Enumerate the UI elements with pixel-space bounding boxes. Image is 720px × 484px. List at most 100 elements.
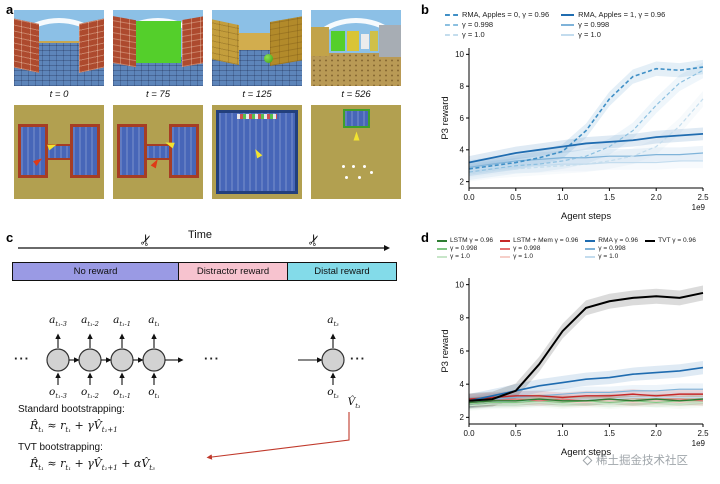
sky-arc [311, 18, 401, 86]
legend-label: γ = 0.998 [450, 245, 478, 252]
legend-swatch [585, 255, 596, 258]
phase-distal-reward: Distal reward [287, 262, 397, 281]
legend-label: LSTM γ = 0.96 [450, 237, 494, 244]
juejin-logo-icon [582, 455, 593, 465]
legend-entry: γ = 1.0 [445, 30, 549, 39]
phase-distractor-reward: Distractor reward [178, 262, 288, 281]
legend-label: γ = 0.998 [462, 20, 494, 29]
top-down-map-t0 [14, 105, 104, 199]
series-band [469, 360, 703, 408]
y-tick-label: 8 [460, 314, 465, 323]
y-tick-label: 2 [460, 177, 465, 186]
first-person-view-t125 [212, 10, 302, 86]
legend-swatch [561, 23, 575, 26]
tan-wall-right [269, 16, 302, 67]
legend-column: TVT γ = 0.96 [645, 237, 696, 244]
map-large-room [215, 109, 299, 195]
back-wall [237, 32, 272, 50]
x-tick-label: 1.5 [604, 429, 616, 438]
map-object-strip [237, 114, 277, 120]
time-label: t = 0 [49, 89, 69, 100]
legend-entry: γ = 1.0 [500, 253, 578, 260]
first-person-view-t526 [311, 10, 401, 86]
x-tick-label: 0.5 [510, 429, 522, 438]
apple-dot [357, 176, 361, 180]
observation-label: ot₁-3 [49, 386, 67, 401]
legend-label: γ = 0.998 [578, 20, 610, 29]
standard-bootstrapping-equation: R̂t₁ ≈ rt₁ + γV̂t₁+1 [30, 419, 118, 435]
legend-swatch [437, 239, 447, 242]
series-line [468, 388, 703, 403]
legend-swatch [445, 13, 458, 16]
action-label: at₁ [148, 314, 160, 329]
time-axis-label: Time [188, 229, 213, 241]
y-axis-label: P3 reward [440, 96, 451, 139]
agent-arrow-icon [353, 131, 360, 141]
map-room-left [17, 123, 49, 179]
brick-wall-right [79, 17, 104, 73]
yellow-block [347, 31, 359, 52]
legend-entry: γ = 0.998 [437, 245, 493, 252]
x-tick-label: 0.0 [463, 429, 475, 438]
first-person-view-t0 [14, 10, 104, 86]
series-line [468, 366, 704, 402]
sky-arc [113, 18, 203, 86]
tan-wall-left [212, 19, 239, 65]
series-line [468, 133, 704, 164]
rnn-state-node [110, 348, 134, 372]
legend-swatch [445, 33, 458, 36]
brick-wall-left [14, 17, 39, 73]
legend-swatch [500, 255, 511, 258]
legend-entry: RMA, Apples = 0, γ = 0.96 [445, 10, 549, 19]
panel-a-label: a [6, 2, 14, 17]
series-line [468, 398, 704, 404]
rnn-state-node [46, 348, 70, 372]
apple-dot [345, 176, 349, 180]
y-tick-label: 4 [460, 146, 465, 155]
y-tick-label: 10 [455, 50, 464, 59]
action-label: at₁-3 [49, 314, 67, 329]
value-estimate-label: V̂t₃ [347, 396, 361, 411]
x-tick-label: 1.5 [604, 193, 616, 202]
legend-label: γ = 1.0 [450, 253, 470, 260]
map-room-right [168, 123, 200, 179]
panel-c-graphics [18, 245, 390, 460]
series-band [469, 145, 703, 175]
frame-column-1: t = 0 [14, 10, 104, 199]
standard-bootstrapping-title: Standard bootstrapping: [18, 404, 125, 415]
series-line [468, 98, 704, 175]
legend-entry: γ = 0.998 [500, 245, 578, 252]
legend-swatch [645, 239, 656, 242]
legend-column: RMA, Apples = 0, γ = 0.96 γ = 0.998 γ = 1.… [445, 10, 549, 39]
x-tick-label: 2.5 [697, 429, 709, 438]
x-axis-label: Agent steps [561, 447, 611, 458]
frame-column-4: t = 526 [311, 10, 401, 199]
ellipsis: ··· [14, 351, 30, 366]
y-axis-label: P3 reward [440, 329, 451, 372]
legend-label: γ = 1.0 [462, 30, 485, 39]
map-room-right [69, 123, 101, 179]
x-tick-label: 0.0 [463, 193, 475, 202]
brick-wall-left [113, 15, 137, 67]
x-tick-label: 1.0 [557, 429, 569, 438]
axis-offset-label: 1e9 [692, 439, 706, 448]
legend-label: TVT γ = 0.96 [658, 237, 696, 244]
legend-entry: TVT γ = 0.96 [645, 237, 696, 244]
map-bridge [145, 144, 171, 160]
panel-a: t = 0 t = 75 [14, 10, 401, 199]
legend-swatch [561, 13, 575, 16]
y-tick-label: 6 [460, 114, 465, 123]
observation-label: ot₃ [327, 386, 339, 401]
apple-dot [363, 165, 367, 169]
legend-swatch [437, 255, 447, 258]
x-axis-label: Agent steps [561, 211, 611, 222]
legend-swatch [585, 239, 596, 242]
y-tick-label: 8 [460, 82, 465, 91]
x-tick-label: 2.5 [697, 193, 709, 202]
x-tick-label: 2.0 [651, 429, 663, 438]
legend-swatch [561, 33, 575, 36]
ellipsis: ··· [350, 351, 366, 366]
legend: RMA, Apples = 0, γ = 0.96 γ = 0.998 γ = 1.… [445, 10, 665, 39]
